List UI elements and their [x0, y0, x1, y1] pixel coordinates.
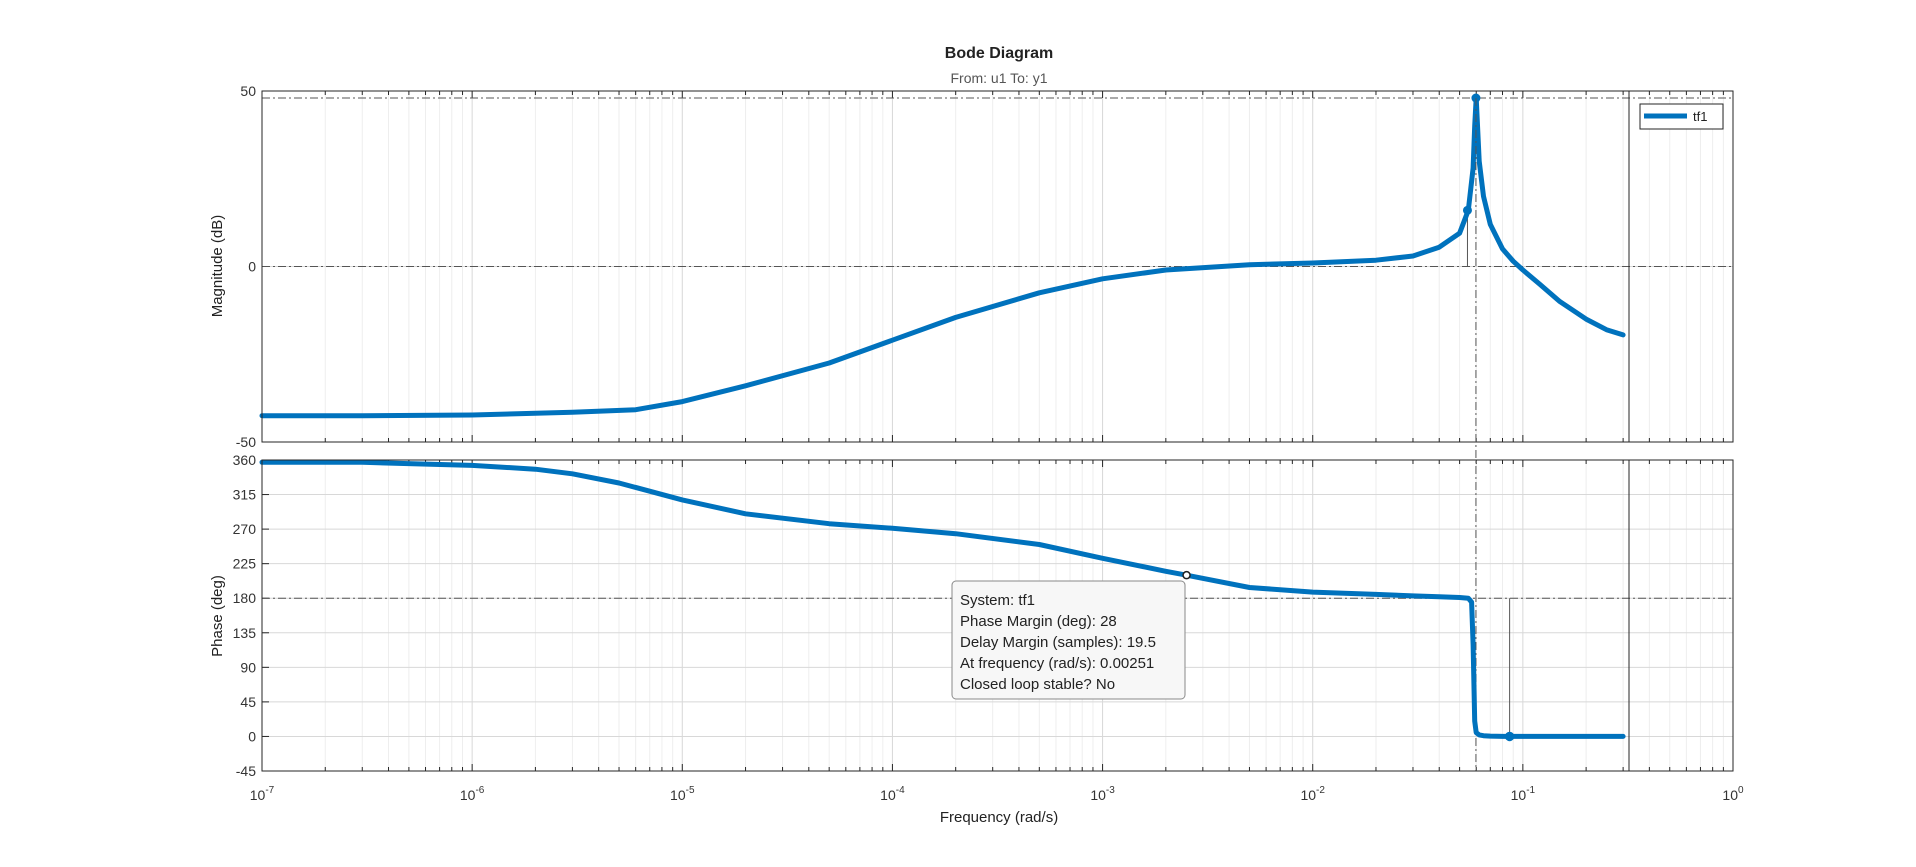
y-tick-label: 315: [233, 487, 257, 503]
y-tick-label: -50: [236, 434, 256, 450]
datatip-line-stable: Closed loop stable? No: [960, 676, 1115, 693]
magnitude-ylabel: Magnitude (dB): [209, 215, 226, 318]
datatip-line-frequency: At frequency (rad/s): 0.00251: [960, 655, 1154, 672]
chart-subtitle: From: u1 To: y1: [950, 70, 1047, 86]
datatip-anchor-marker[interactable]: [1182, 570, 1191, 580]
datatip-line-phase-margin: Phase Margin (deg): 28: [960, 613, 1117, 630]
magnitude-curve-group: [259, 93, 1626, 419]
magnitude-marker[interactable]: [1462, 205, 1472, 215]
x-tick-label: 10-1: [1511, 785, 1536, 803]
y-tick-label: 45: [240, 694, 256, 710]
y-tick-label: 0: [248, 728, 256, 744]
y-tick-label: 50: [240, 83, 256, 99]
y-tick-label: 270: [233, 521, 257, 537]
y-tick-label: 225: [233, 556, 257, 572]
legend[interactable]: tf1: [1639, 103, 1724, 130]
magnitude-curve[interactable]: [259, 95, 1626, 419]
x-tick-label: 10-3: [1090, 785, 1115, 803]
magnitude-axes[interactable]: -50 0 50 Magnitude (dB): [209, 83, 1734, 450]
datatip-line-system: System: tf1: [960, 592, 1035, 609]
datatip-box: [951, 580, 1186, 700]
magnitude-y-ticks: -50 0 50: [236, 83, 256, 450]
y-tick-label: 0: [248, 259, 256, 275]
x-tick-labels: 10-7 10-6 10-5 10-4 10-3 10-2 10-1 100: [250, 785, 1744, 803]
magnitude-axes-box: [261, 90, 1734, 443]
y-tick-label: 90: [240, 659, 256, 675]
y-tick-label: 360: [233, 452, 257, 468]
magnitude-reference-lines: [262, 97, 1733, 267]
x-tick-label: 10-4: [880, 785, 905, 803]
y-tick-label: -45: [236, 763, 256, 779]
x-tick-label: 10-6: [460, 785, 485, 803]
chart-title: Bode Diagram: [945, 45, 1053, 62]
phase-ylabel: Phase (deg): [209, 575, 226, 657]
x-axis-label: Frequency (rad/s): [940, 809, 1058, 826]
x-tick-label: 10-2: [1300, 785, 1325, 803]
y-tick-label: 135: [233, 625, 257, 641]
phase-axes-box: [261, 459, 1734, 772]
x-tick-label: 100: [1722, 785, 1744, 803]
x-tick-label: 10-7: [250, 785, 275, 803]
datatip[interactable]: System: tf1 Phase Margin (deg): 28 Delay…: [951, 580, 1186, 700]
phase-marker[interactable]: [1504, 731, 1515, 742]
phase-curve[interactable]: [259, 459, 1626, 739]
datatip-line-delay-margin: Delay Margin (samples): 19.5: [960, 634, 1156, 651]
x-tick-label: 10-5: [670, 785, 695, 803]
phase-reference-lines: [262, 98, 1733, 771]
legend-entry: tf1: [1693, 109, 1707, 124]
phase-curve-group: [259, 459, 1626, 742]
phase-y-ticks: -45 0 45 90 135 180 225 270 315 360: [233, 452, 257, 779]
y-tick-label: 180: [233, 590, 257, 606]
